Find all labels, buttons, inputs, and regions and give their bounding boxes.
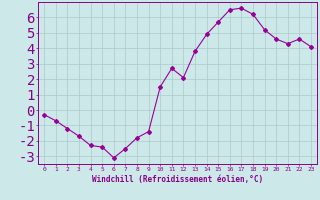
X-axis label: Windchill (Refroidissement éolien,°C): Windchill (Refroidissement éolien,°C) [92,175,263,184]
